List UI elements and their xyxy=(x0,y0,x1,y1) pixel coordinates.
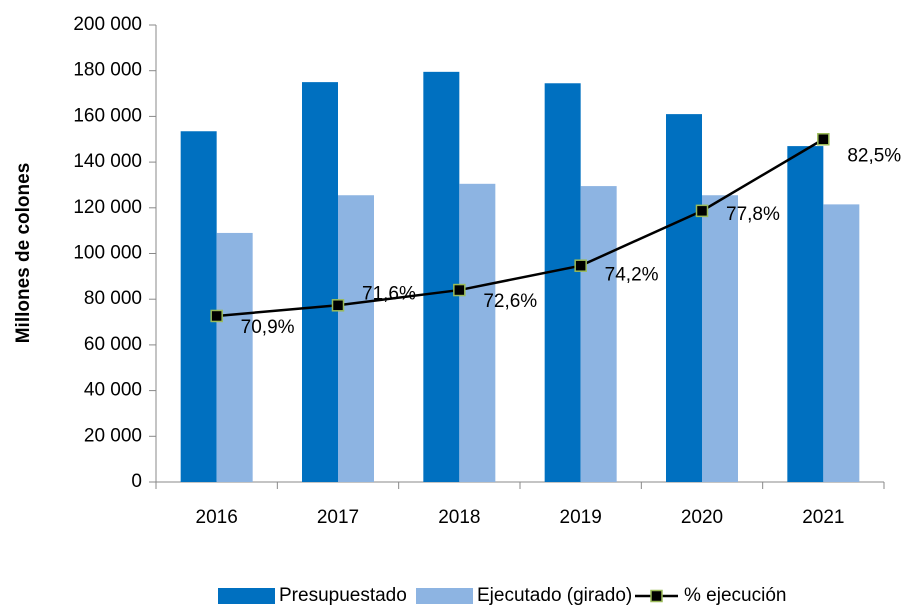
bar xyxy=(459,183,496,482)
y-tick-label: 80 000 xyxy=(84,288,142,309)
x-tick-label: 2021 xyxy=(802,507,844,528)
line-marker xyxy=(574,259,587,272)
line-marker xyxy=(331,299,345,312)
x-tick-label: 2017 xyxy=(317,507,359,528)
line xyxy=(216,138,824,318)
data-label: 71,6% xyxy=(362,283,416,304)
y-tick-label: 160 000 xyxy=(73,105,142,126)
data-label: 82,5% xyxy=(847,145,901,166)
x-tick-label: 2019 xyxy=(560,507,602,528)
bar xyxy=(338,195,374,483)
y-tick-label: 40 000 xyxy=(84,380,142,401)
legend-swatch xyxy=(218,588,275,604)
x-tick-label: 2020 xyxy=(681,507,723,528)
bar xyxy=(787,146,824,483)
bar xyxy=(823,204,860,482)
bar xyxy=(216,232,253,482)
data-label: 70,9% xyxy=(241,317,295,338)
legend-label: Ejecutado (girado) xyxy=(477,585,632,606)
y-tick-label: 180 000 xyxy=(73,60,142,81)
bar xyxy=(666,114,702,483)
y-axis-title: Millones de colones xyxy=(13,163,34,344)
y-tick-label: 140 000 xyxy=(73,151,142,172)
data-label: 77,8% xyxy=(726,204,780,225)
line-marker xyxy=(453,283,466,297)
bar xyxy=(580,186,617,482)
data-label: 72,6% xyxy=(483,291,537,312)
x-tick-label: 2018 xyxy=(438,507,480,528)
x-tick-label: 2016 xyxy=(196,507,238,528)
line-marker xyxy=(695,204,709,218)
legend-label: % ejecución xyxy=(684,585,786,606)
y-tick-label: 100 000 xyxy=(73,243,142,264)
line-marker xyxy=(817,133,830,146)
y-tick-label: 120 000 xyxy=(73,197,142,218)
legend-marker xyxy=(650,589,663,603)
bar xyxy=(544,83,581,482)
bar xyxy=(302,82,338,482)
bar xyxy=(702,195,738,483)
bar xyxy=(423,71,460,482)
bar xyxy=(180,131,217,482)
line-marker xyxy=(210,309,223,323)
y-tick-label: 20 000 xyxy=(84,425,142,446)
legend-swatch xyxy=(416,588,473,604)
y-tick-label: 200 000 xyxy=(73,14,142,35)
legend-label: Presupuestado xyxy=(279,585,407,606)
y-tick-label: 0 xyxy=(131,471,142,492)
y-tick-label: 60 000 xyxy=(84,334,142,355)
data-label: 74,2% xyxy=(605,265,659,286)
